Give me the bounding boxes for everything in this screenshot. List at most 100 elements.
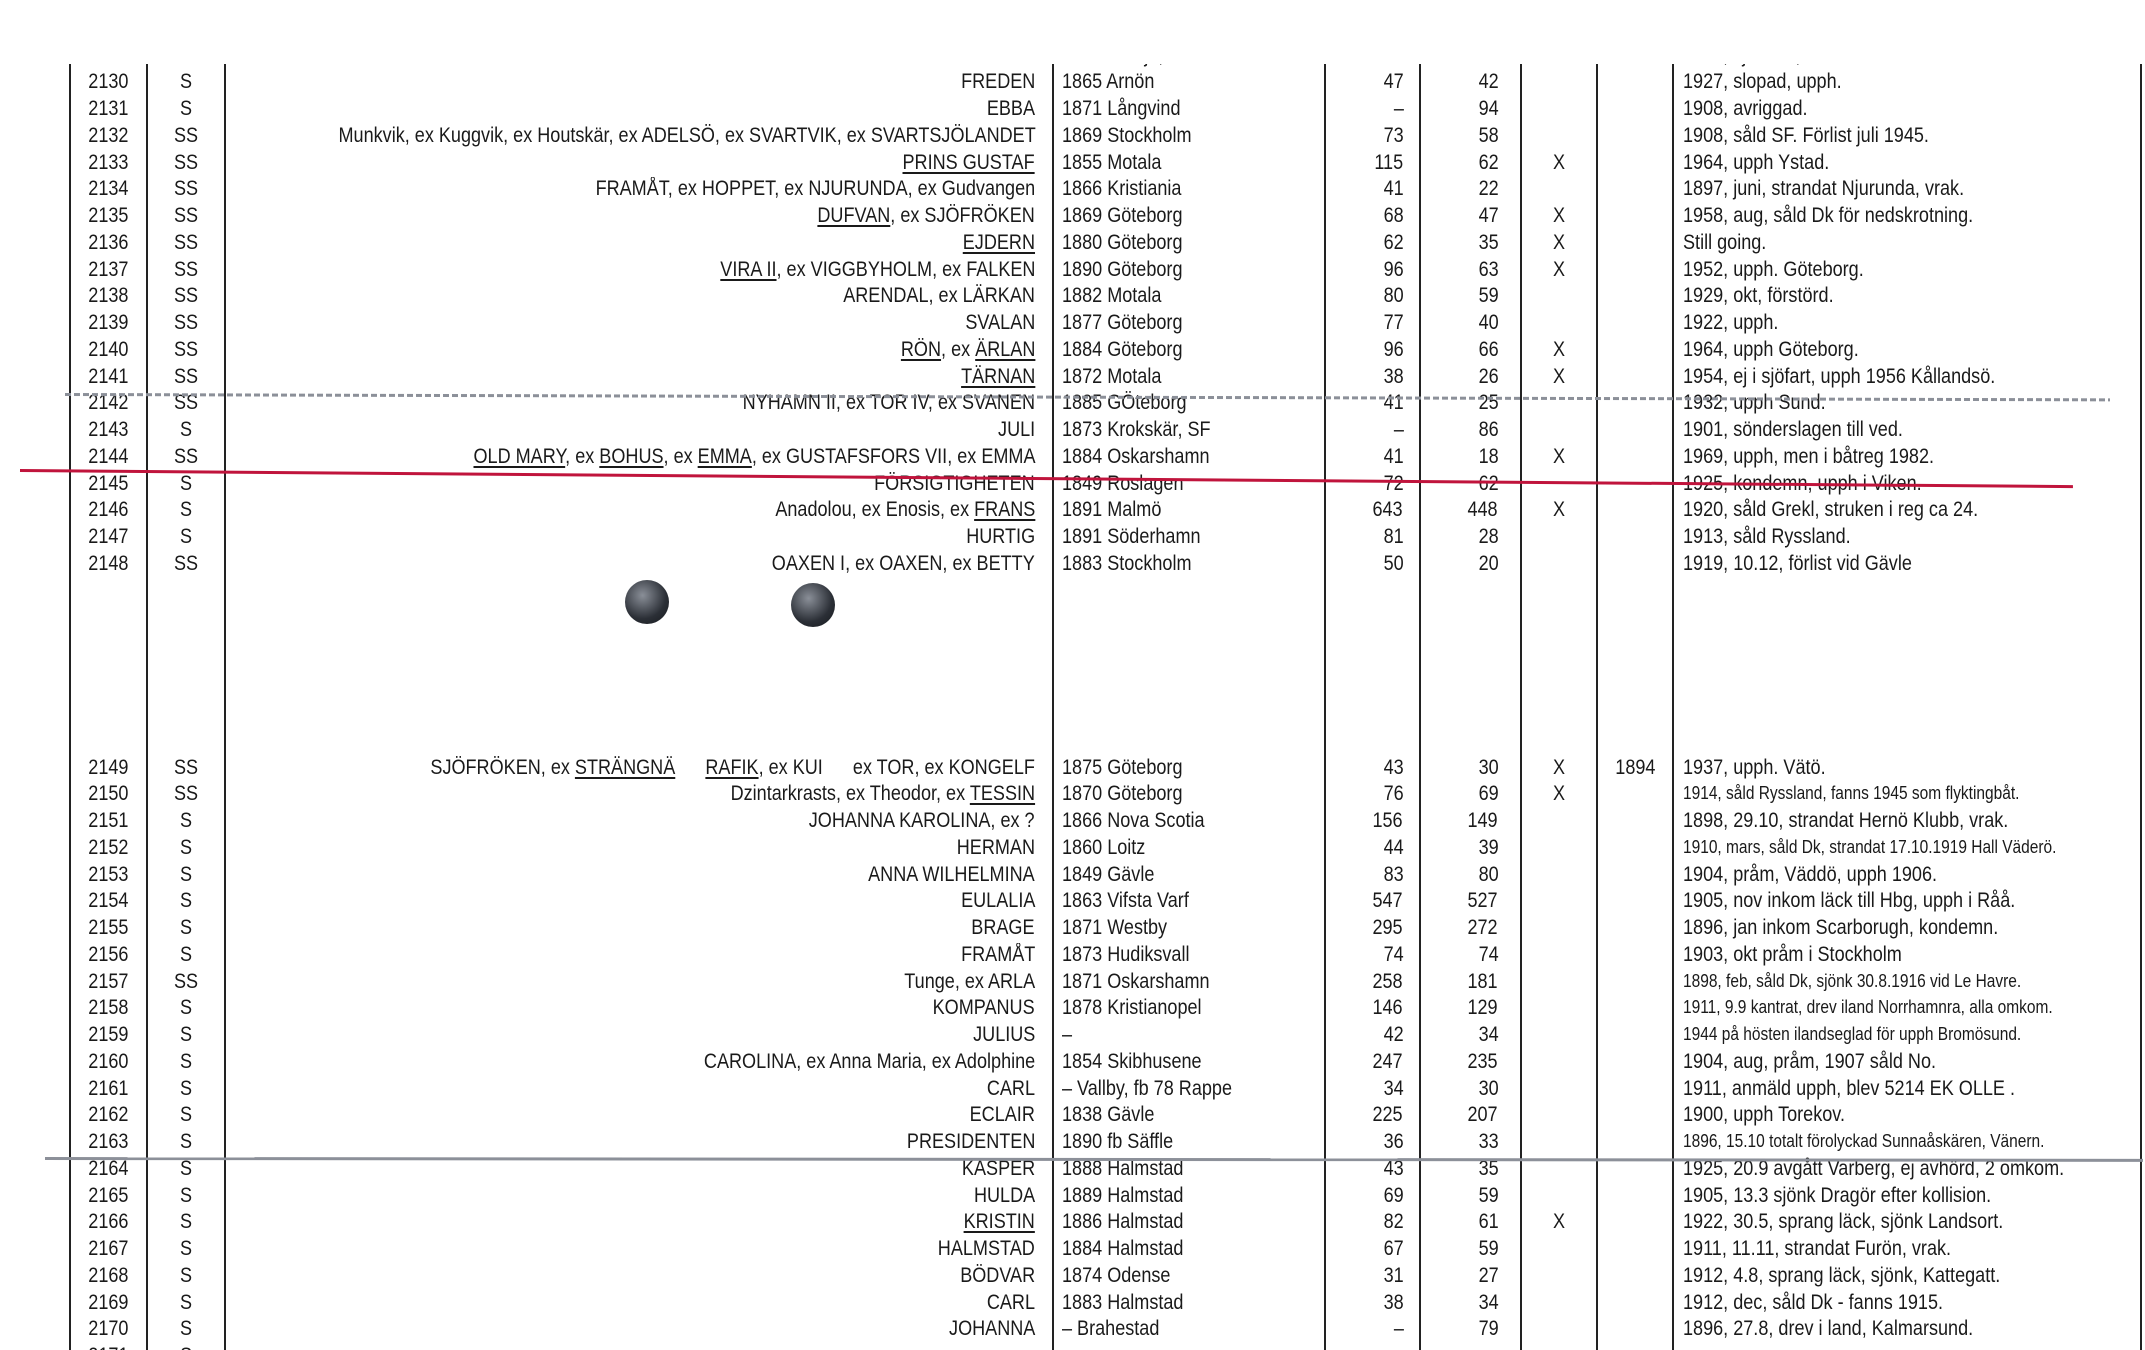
vessel-type: SS: [173, 782, 199, 806]
built-year-place: 1878 Kristianopel: [1062, 996, 1202, 1020]
gross-tonnage: –: [1394, 418, 1405, 441]
vessel-name: FREDEN: [960, 70, 1035, 94]
fate-note: 1897, juni, strandat Njurunda, vrak.: [1683, 177, 1965, 201]
gross-tonnage: 77: [1383, 311, 1404, 334]
gross-tonnage: 68: [1383, 204, 1404, 227]
register-number: 2137: [88, 257, 129, 281]
year: [1597, 1128, 1673, 1155]
gross-tonnage: 31: [1383, 1263, 1404, 1287]
year: [1597, 941, 1673, 968]
net-tonnage: 69: [1478, 782, 1499, 806]
gross-tonnage: 38: [1383, 364, 1404, 388]
register-number: 2147: [88, 525, 129, 548]
fate-note: 1911, 11.11, strandat Furön, vrak.: [1683, 1237, 1952, 1260]
table-row: 2131 S EBBA 1871 Långvind – 94 1908, avriggad.: [0, 95, 2145, 122]
mark-x: [1521, 887, 1597, 914]
vessel-name: ANNA WILHELMINA: [868, 862, 1035, 886]
vessel-name: EJDERN: [962, 230, 1035, 254]
mark-x: X: [1552, 444, 1566, 468]
vessel-name: JOHANNA: [948, 1317, 1035, 1341]
gross-tonnage: 43: [1383, 1156, 1404, 1180]
vessel-name: CLARINA: [225, 64, 1035, 69]
vessel-type: S: [179, 1237, 193, 1260]
mark-x: [1521, 1182, 1597, 1209]
register-number: 2134: [88, 177, 129, 201]
fate-note: 1929, okt, förstörd.: [1683, 284, 1834, 308]
built-year-place: 1870 Göteborg: [1062, 782, 1183, 806]
vessel-name: TÄRNAN: [960, 364, 1035, 388]
register-number: 2168: [88, 1263, 129, 1287]
fate-note: 1896, 27.8, drev i land, Kalmarsund.: [1683, 1317, 1974, 1341]
built-year-place: 1838 Gävle: [1062, 1103, 1155, 1127]
table-row: 2158 S KOMPANUS 1878 Kristianopel 146 129 1911…: [0, 994, 2145, 1021]
built-year-place: 1869 Göteborg: [1062, 204, 1183, 227]
table-row: 2165 S HULDA 1889 Halmstad 69 59 1905, 13.3 sj…: [0, 1182, 2145, 1209]
vessel-type: SS: [173, 204, 199, 227]
built-year-place: 1873 Hudiksvall: [1062, 942, 1190, 966]
year: [1597, 1048, 1673, 1075]
built-year-place: 1872 Motala: [1062, 364, 1162, 388]
register-number: 2171: [70, 1342, 147, 1350]
table-row: 2166 S KRISTIN 1886 Halmstad 82 61 X 1922, 30.5…: [0, 1208, 2145, 1235]
vessel-type: S: [179, 70, 193, 94]
built-year-place: – Brahestad: [1062, 1317, 1160, 1341]
mark-x: [1521, 1315, 1597, 1342]
fate-note: 1901, sönderslagen till ved.: [1683, 418, 1903, 441]
table-row: 2169 S CARL 1883 Halmstad 38 34 1912, dec, sål…: [0, 1289, 2145, 1316]
table-row: 2130 S FREDEN 1865 Arnön 47 42 1927, slopad, u…: [0, 68, 2145, 95]
built-year-place: 1883 Halmstad: [1062, 1290, 1184, 1314]
column-divider: [69, 64, 71, 1350]
gross-tonnage: 76: [1383, 782, 1404, 806]
gross-tonnage: 42: [1383, 1023, 1404, 1046]
built-year-place: 1886 Halmstad: [1062, 1210, 1184, 1234]
mark-x: X: [1552, 755, 1566, 779]
vessel-type: S: [179, 1049, 193, 1073]
vessel-name: HURTIG: [966, 525, 1035, 548]
fate-note: 1927, slopad, upph.: [1683, 70, 1842, 94]
vessel-type: SS: [173, 969, 199, 993]
built-year-place: 1875 Göteborg: [1062, 755, 1183, 779]
year: [1597, 229, 1673, 256]
gross-tonnage: 41: [1383, 177, 1404, 201]
vessel-name: VIRA II, ex VIGGBYHOLM, ex FALKEN: [719, 257, 1035, 281]
gross-tonnage: 62: [1383, 230, 1404, 254]
year: [1597, 834, 1673, 861]
vessel-name: OLD MARY, ex BOHUS, ex EMMA, ex GUSTAFSF…: [472, 444, 1035, 468]
table-row: 2136 SS EJDERN 1880 Göteborg 62 35 X Still goin…: [0, 229, 2145, 256]
vessel-type: S: [179, 1317, 193, 1341]
built-year-place: 1854 Skibhusene: [1062, 1049, 1202, 1073]
net-tonnage: 42: [1478, 70, 1499, 94]
vessel-name: FRAMÅT, ex HOPPET, ex NJURUNDA, ex Gudva…: [595, 177, 1035, 201]
vessel-type: S: [179, 889, 193, 913]
built-year-place: 1884 Oskarshamn: [1062, 444, 1210, 468]
column-divider: [1419, 64, 1421, 1350]
fate-note: 1922, 30.5, sprang läck, sjönk Landsort.: [1683, 1210, 2004, 1234]
register-number: 2145: [88, 471, 129, 495]
vessel-type: S: [179, 1023, 193, 1046]
vessel-name: KASPER: [961, 1156, 1035, 1180]
year: [1597, 968, 1673, 995]
gross-tonnage: 41: [1383, 444, 1404, 468]
fate-note: 1964, upph Ystad.: [1683, 150, 1830, 174]
net-tonnage: 66: [1420, 64, 1500, 69]
net-tonnage: 59: [1478, 284, 1499, 308]
mark-x: [1521, 1075, 1597, 1102]
mark-x: [1521, 1048, 1597, 1075]
net-tonnage: 181: [1467, 969, 1498, 993]
built-year-place: 1874 Odense: [1062, 1263, 1171, 1287]
table-row: 2159 S JULIUS – 42 34 1944 på hösten ilandsegl…: [0, 1021, 2145, 1048]
table-row: 2135 SS DUFVAN, ex SJÖFRÖKEN 1869 Göteborg 6…: [0, 202, 2145, 229]
register-number: 2153: [88, 862, 129, 886]
table-row: 2149 SS SJÖFRÖKEN, ex STRÄNGNÄ RAFIK, ex K…: [0, 754, 2145, 781]
built-year-place: 1880 Göteborg: [1062, 230, 1183, 254]
gross-tonnage: 41: [1383, 391, 1404, 415]
built-year-place: 1883 Stockholm: [1062, 551, 1192, 575]
net-tonnage: 74: [1478, 942, 1499, 966]
gross-tonnage: 36: [1383, 1130, 1404, 1153]
built-year-place: 1865 Arnön: [1062, 70, 1155, 94]
mark-x: [1521, 1262, 1597, 1289]
gross-tonnage: 96: [1383, 337, 1404, 361]
built-year-place: 1891 Malmö: [1062, 498, 1162, 522]
mark-x: [1521, 861, 1597, 888]
fate-note: Still going.: [1683, 230, 1767, 254]
